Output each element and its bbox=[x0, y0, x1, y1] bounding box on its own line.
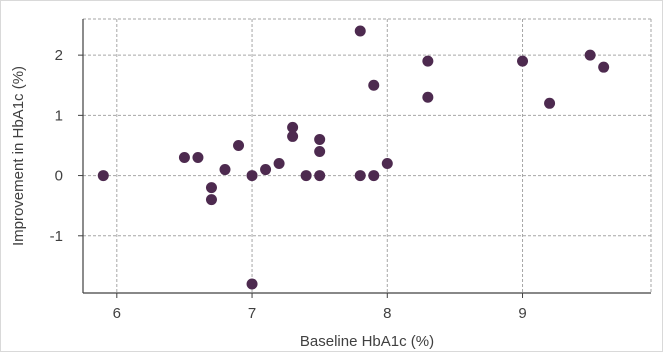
y-tick-label: 2 bbox=[55, 47, 63, 64]
data-point bbox=[422, 91, 434, 103]
data-points bbox=[97, 25, 610, 290]
data-point bbox=[97, 170, 109, 182]
data-point bbox=[273, 158, 285, 170]
data-point bbox=[300, 170, 312, 182]
data-point bbox=[260, 164, 272, 176]
tick-labels: 6 7 8 9 -1 0 1 2 bbox=[50, 47, 527, 322]
gridlines bbox=[83, 18, 652, 293]
y-axis-title: Improvement in HbA1c (%) bbox=[10, 66, 27, 246]
data-point bbox=[246, 278, 258, 290]
data-point bbox=[368, 170, 380, 182]
data-point bbox=[584, 49, 596, 61]
data-point bbox=[314, 133, 326, 145]
x-tick-label: 6 bbox=[113, 305, 121, 322]
y-tick-label: 1 bbox=[55, 107, 63, 124]
data-point bbox=[422, 55, 434, 67]
data-point bbox=[192, 152, 204, 164]
data-point bbox=[354, 25, 366, 37]
data-point bbox=[287, 121, 299, 133]
x-tick-label: 7 bbox=[248, 305, 256, 322]
x-tick-label: 9 bbox=[518, 305, 526, 322]
data-point bbox=[381, 158, 393, 170]
y-tick-label: -1 bbox=[50, 228, 63, 245]
data-point bbox=[287, 130, 299, 142]
data-point bbox=[517, 55, 529, 67]
data-point bbox=[219, 164, 231, 176]
data-point bbox=[354, 170, 366, 182]
y-tick-label: 0 bbox=[55, 168, 63, 185]
data-point bbox=[178, 152, 190, 164]
data-point bbox=[205, 194, 217, 206]
data-point bbox=[368, 79, 380, 91]
data-point bbox=[246, 170, 258, 182]
data-point bbox=[314, 170, 326, 182]
x-axis-title: Baseline HbA1c (%) bbox=[300, 333, 434, 350]
data-point bbox=[314, 145, 326, 157]
data-point bbox=[233, 139, 245, 151]
data-point bbox=[205, 182, 217, 194]
data-point bbox=[544, 97, 556, 109]
x-tick-label: 8 bbox=[383, 305, 391, 322]
axes bbox=[78, 19, 651, 298]
data-point bbox=[598, 61, 610, 73]
